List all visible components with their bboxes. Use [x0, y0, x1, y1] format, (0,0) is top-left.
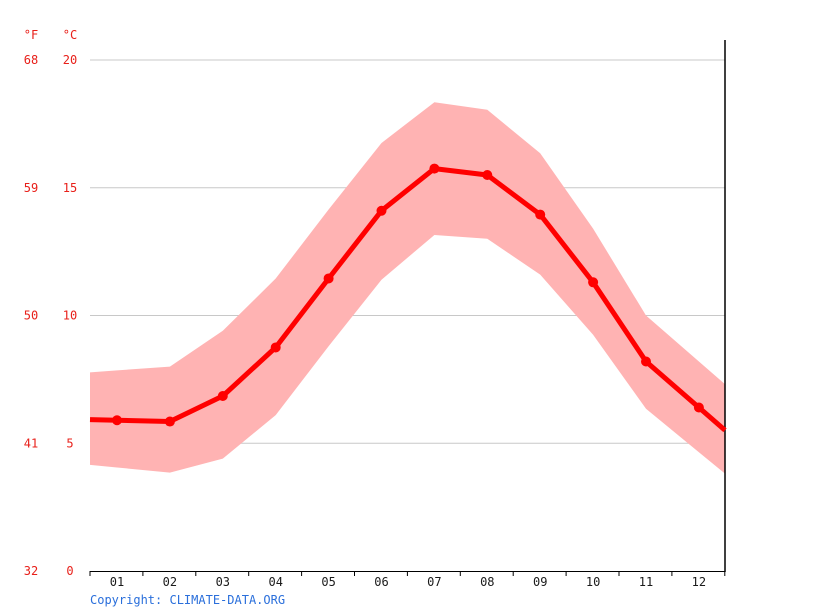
y-axis-labels: °F °C 0 32 5 41 10 50 15 59 20 68: [24, 28, 77, 578]
x-tick-label: 03: [216, 575, 230, 589]
data-point: [693, 402, 704, 413]
temperature-range-band: [90, 102, 725, 474]
average-temperature-series: [89, 163, 727, 433]
axes: [89, 40, 726, 576]
data-point: [588, 277, 599, 288]
unit-label-fahrenheit: °F: [24, 28, 38, 42]
y-tick-celsius: 15: [63, 181, 77, 195]
data-point: [164, 416, 175, 427]
x-axis-labels: 01 02 03 04 05 06 07 08 09 10 11 12: [110, 575, 706, 589]
y-tick-celsius: 0: [66, 564, 73, 578]
x-tick-label: 10: [586, 575, 600, 589]
x-tick-label: 08: [480, 575, 494, 589]
y-tick-celsius: 10: [63, 309, 77, 323]
y-tick-fahrenheit: 41: [24, 436, 38, 450]
x-tick-label: 09: [533, 575, 547, 589]
y-tick-fahrenheit: 50: [24, 309, 38, 323]
x-tick-label: 11: [639, 575, 653, 589]
x-tick-label: 04: [268, 575, 282, 589]
y-tick-fahrenheit: 59: [24, 181, 38, 195]
y-tick-fahrenheit: 32: [24, 564, 38, 578]
y-tick-celsius: 20: [63, 53, 77, 67]
data-point: [429, 163, 440, 174]
data-point: [641, 356, 651, 367]
data-point: [482, 169, 493, 180]
temperature-range-area: [90, 102, 725, 474]
data-point: [217, 390, 228, 401]
copyright-text: Copyright: CLIMATE-DATA.ORG: [90, 593, 286, 607]
data-point: [535, 209, 546, 220]
x-tick-label: 02: [163, 575, 177, 589]
x-tick-label: 01: [110, 575, 124, 589]
x-tick-label: 05: [321, 575, 335, 589]
series-line: [89, 166, 727, 433]
x-tick-label: 07: [427, 575, 441, 589]
data-point: [376, 205, 387, 216]
unit-label-celsius: °C: [63, 28, 77, 42]
y-tick-celsius: 5: [66, 436, 73, 450]
data-point: [323, 273, 334, 284]
x-tick-label: 12: [692, 575, 706, 589]
x-tick-label: 06: [374, 575, 388, 589]
y-tick-fahrenheit: 68: [24, 53, 38, 67]
data-point: [270, 342, 281, 353]
data-point: [112, 415, 122, 426]
